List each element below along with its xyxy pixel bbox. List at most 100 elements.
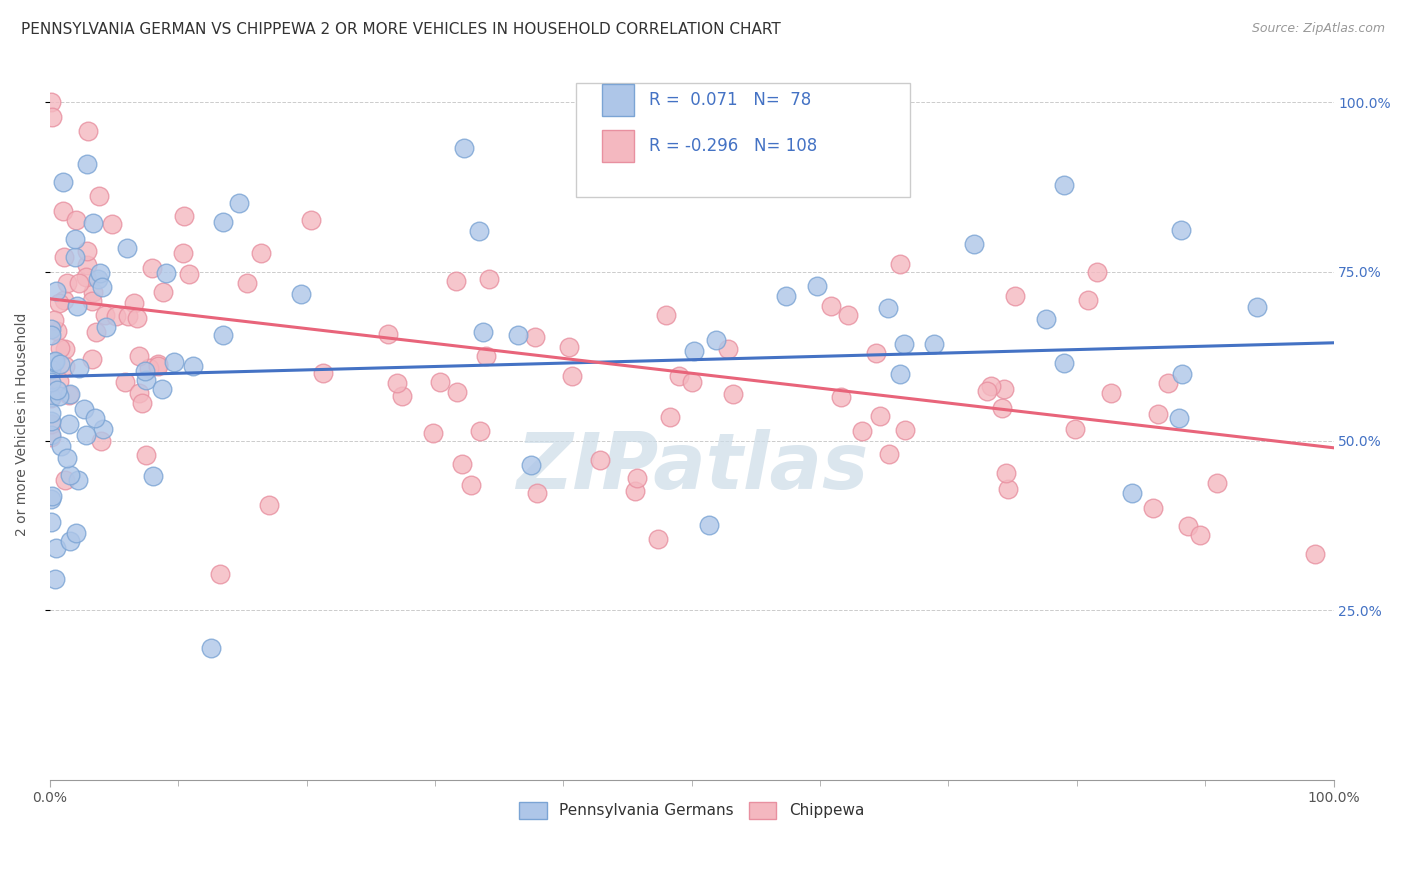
Point [82,285,104,300]
Point [59,387,82,401]
Point [830,390,852,404]
Point [65,525,87,540]
Y-axis label: 2 or more Vehicles in Household: 2 or more Vehicles in Household [15,312,30,536]
Point [387,376,409,390]
Point [41,110,63,124]
Point [624,483,647,498]
Point [526,485,548,500]
Point [506,328,529,343]
Point [89,266,111,280]
Point [53,293,76,307]
Text: PENNSYLVANIA GERMAN VS CHIPPEWA 2 OR MORE VEHICLES IN HOUSEHOLD CORRELATION CHAR: PENNSYLVANIA GERMAN VS CHIPPEWA 2 OR MOR… [21,22,780,37]
Point [51,439,73,453]
Point [478,272,501,286]
Point [889,367,911,381]
Point [65,213,87,227]
Point [67,361,90,376]
Point [1188,527,1211,541]
Point [52,204,75,219]
Point [55,277,77,291]
Point [1168,411,1191,425]
Point [820,299,842,313]
Point [997,482,1019,496]
Point [299,213,322,227]
Point [446,384,468,399]
Point [235,277,257,291]
Point [44,572,66,586]
Point [1099,385,1122,400]
Point [976,384,998,399]
FancyBboxPatch shape [602,84,634,116]
Point [1085,265,1108,279]
Point [84,325,107,339]
Point [683,344,706,359]
Point [1064,422,1087,436]
Point [470,424,492,438]
Point [980,379,1002,393]
Point [877,447,900,461]
Point [135,373,157,387]
Point [257,498,280,512]
Point [963,237,986,252]
Point [391,389,413,403]
Point [851,424,873,438]
Point [48,374,70,388]
Point [1035,311,1057,326]
Point [45,284,67,298]
Point [893,337,915,351]
FancyBboxPatch shape [602,130,634,162]
Point [228,196,250,211]
Point [212,215,235,229]
Point [90,434,112,449]
Point [41,489,63,503]
Point [104,310,127,324]
Point [312,367,335,381]
Point [39,430,62,444]
Point [53,342,76,356]
Point [39,361,62,376]
Point [451,457,474,471]
Point [39,375,62,389]
Point [83,411,105,425]
Point [1205,476,1227,491]
Point [626,471,648,485]
Point [73,402,96,417]
Point [1077,293,1099,307]
Point [250,245,273,260]
Point [67,277,90,291]
Point [876,301,898,315]
Point [76,156,98,170]
Point [87,189,110,203]
Point [45,324,67,338]
Point [39,414,62,428]
Point [114,375,136,389]
Point [150,382,173,396]
Point [377,326,399,341]
Point [697,518,720,533]
Point [668,369,690,384]
Text: Source: ZipAtlas.com: Source: ZipAtlas.com [1251,22,1385,36]
Point [138,361,160,376]
Point [173,209,195,223]
Point [55,451,77,466]
Point [128,385,150,400]
Point [163,355,186,369]
Point [775,289,797,303]
Point [1053,178,1076,192]
Point [1246,300,1268,314]
Point [44,353,66,368]
Point [152,285,174,300]
Point [993,382,1015,396]
Point [39,390,62,404]
Point [39,428,62,442]
Point [1004,289,1026,303]
Point [655,308,678,322]
Point [429,375,451,389]
Point [290,287,312,301]
Point [177,267,200,281]
Point [49,341,72,355]
Point [422,425,444,440]
Point [1303,548,1326,562]
Point [52,250,75,264]
Point [131,396,153,410]
